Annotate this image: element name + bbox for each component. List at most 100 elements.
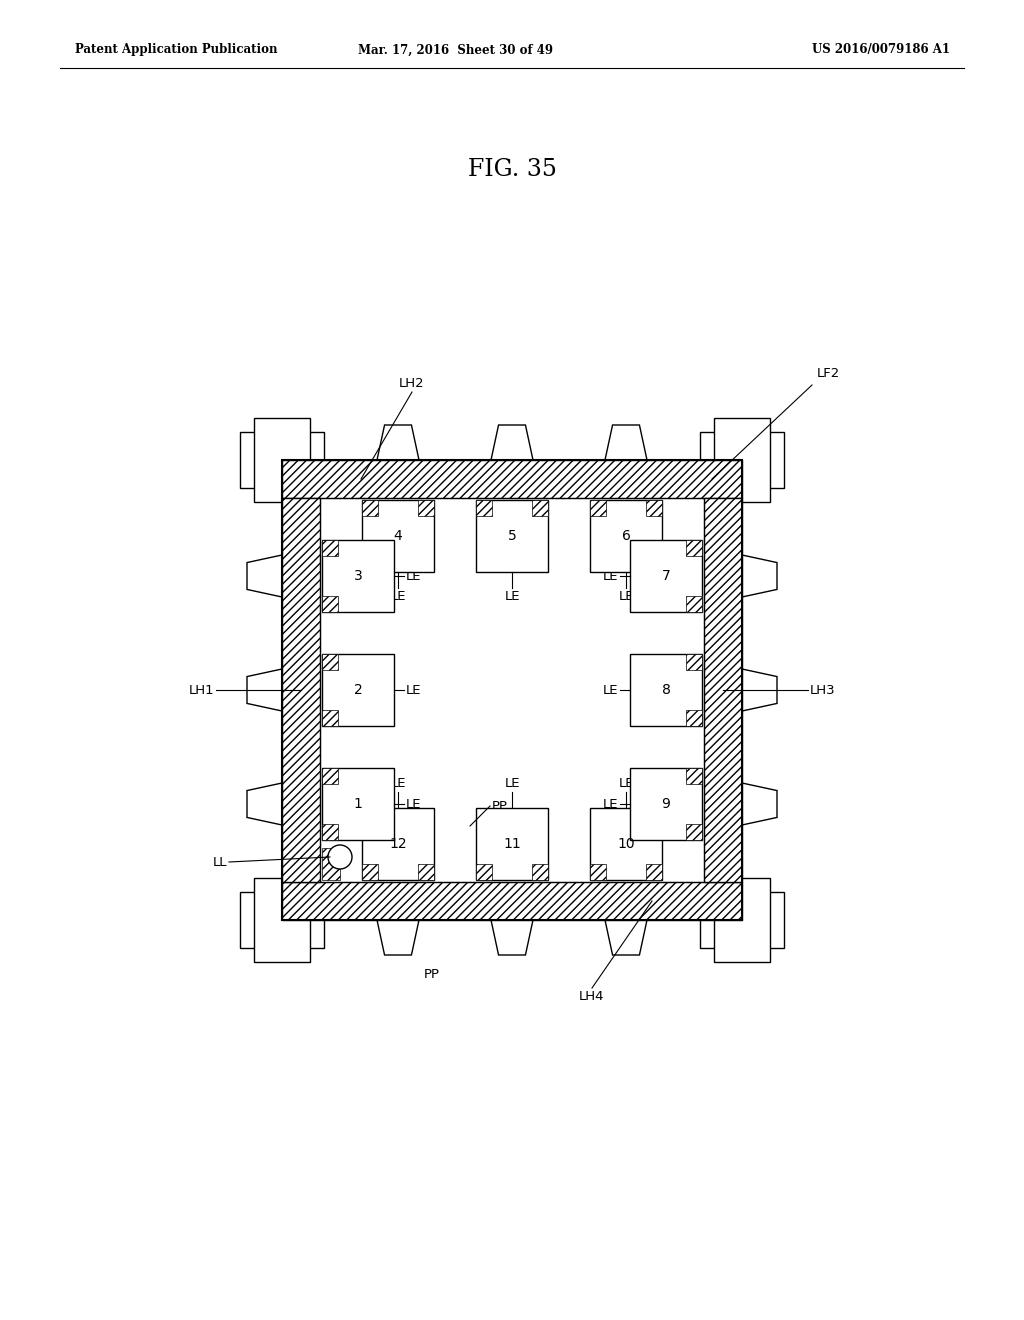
Polygon shape [714,418,770,502]
Text: LE: LE [618,777,634,789]
Polygon shape [254,878,310,962]
Text: 12: 12 [389,837,407,851]
Polygon shape [247,783,282,825]
Bar [686,710,702,726]
Bar [686,824,702,840]
Bar [418,865,434,880]
Text: 11: 11 [503,837,521,851]
Text: LH2: LH2 [399,378,425,389]
Bar [630,768,702,840]
Bar [686,653,702,671]
Text: LE: LE [406,797,422,810]
Text: Mar. 17, 2016  Sheet 30 of 49: Mar. 17, 2016 Sheet 30 of 49 [357,44,553,57]
Text: US 2016/0079186 A1: US 2016/0079186 A1 [812,44,950,57]
Text: LL: LL [213,855,227,869]
Bar [686,597,702,612]
Bar [322,653,394,726]
Text: LH4: LH4 [580,990,605,1003]
Text: PP: PP [492,800,508,813]
Text: LE: LE [406,569,422,582]
Polygon shape [700,892,784,948]
Polygon shape [700,432,784,488]
Bar [630,540,702,612]
Bar [362,500,434,572]
Text: LE: LE [390,777,406,789]
Text: 3: 3 [353,569,362,583]
Bar [476,865,492,880]
Bar [362,865,378,880]
Bar [590,500,662,572]
Polygon shape [714,878,770,962]
Text: 4: 4 [393,529,402,543]
Polygon shape [240,892,324,948]
Bar [646,500,662,516]
Text: LE: LE [390,590,406,603]
Bar [686,540,702,556]
Bar [282,498,319,882]
Bar [322,768,394,840]
Bar [282,459,742,920]
Bar [476,500,492,516]
Bar [322,597,338,612]
Polygon shape [247,669,282,711]
Text: 1: 1 [353,797,362,810]
Bar [646,865,662,880]
Polygon shape [490,920,534,954]
Bar [418,500,434,516]
Text: 9: 9 [662,797,671,810]
Polygon shape [605,425,647,459]
Bar [590,865,606,880]
Bar [322,540,338,556]
Polygon shape [377,920,419,954]
Text: Patent Application Publication: Patent Application Publication [75,44,278,57]
Text: LE: LE [618,590,634,603]
Bar [686,768,702,784]
Bar [322,824,338,840]
Polygon shape [742,669,777,711]
Text: LE: LE [602,684,618,697]
Text: LE: LE [504,777,520,789]
Polygon shape [254,418,310,502]
Polygon shape [247,554,282,597]
Bar [532,500,548,516]
Text: 8: 8 [662,682,671,697]
Text: FIG. 35: FIG. 35 [468,158,556,181]
Polygon shape [490,425,534,459]
Circle shape [328,845,352,869]
Polygon shape [742,783,777,825]
Bar [476,808,548,880]
Bar [322,768,338,784]
Text: 7: 7 [662,569,671,583]
Text: LH1: LH1 [188,684,214,697]
Bar [362,500,378,516]
Bar [322,540,394,612]
Bar [322,710,338,726]
Text: PP: PP [424,969,440,982]
Polygon shape [377,425,419,459]
Text: 2: 2 [353,682,362,697]
Text: LE: LE [602,569,618,582]
Polygon shape [742,554,777,597]
Text: LE: LE [602,797,618,810]
Text: LH3: LH3 [810,684,836,697]
Bar [532,865,548,880]
Text: 6: 6 [622,529,631,543]
Bar [590,808,662,880]
Bar [322,653,338,671]
Bar [319,498,705,882]
Polygon shape [240,432,324,488]
Bar [630,653,702,726]
Text: LE: LE [406,684,422,697]
Bar [476,500,548,572]
Bar [282,882,742,920]
Bar [322,847,340,880]
Bar [705,498,742,882]
Text: 10: 10 [617,837,635,851]
Bar [282,459,742,498]
Text: 5: 5 [508,529,516,543]
Bar [590,500,606,516]
Text: LF2: LF2 [817,367,841,380]
Text: LE: LE [504,590,520,603]
Polygon shape [605,920,647,954]
Bar [362,808,434,880]
